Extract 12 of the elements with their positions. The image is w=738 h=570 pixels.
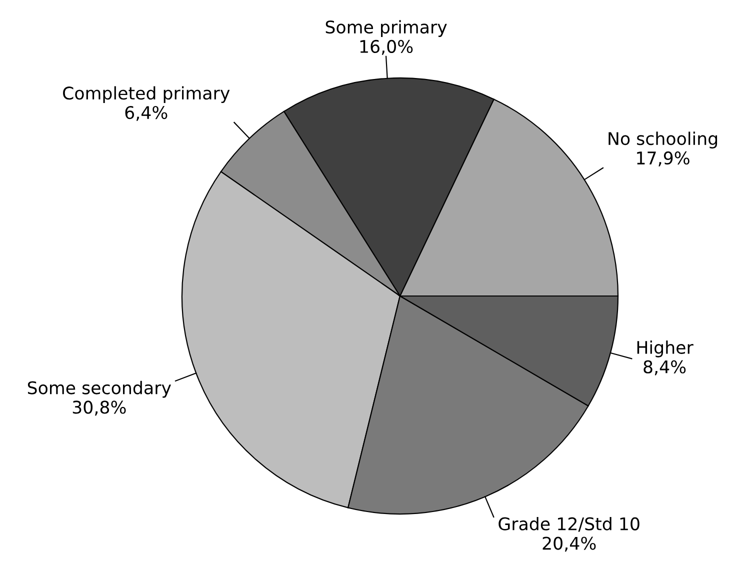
data-label: 17,9% bbox=[637, 151, 690, 166]
slice-label: Some primary bbox=[326, 20, 447, 37]
data-label: 20,4% bbox=[542, 536, 596, 552]
slice-label: No schooling bbox=[608, 132, 718, 148]
slice-label: Grade 12/Std 10 bbox=[498, 516, 640, 532]
slice-label: Completed primary bbox=[63, 86, 230, 104]
slice-label: Higher bbox=[637, 340, 694, 358]
data-label: 6,4% bbox=[125, 106, 168, 121]
slice-label: Some secondary bbox=[28, 380, 171, 398]
data-label: 30,8% bbox=[72, 400, 126, 416]
data-label: 16,0% bbox=[360, 40, 413, 55]
data-label: 8,4% bbox=[644, 360, 686, 376]
